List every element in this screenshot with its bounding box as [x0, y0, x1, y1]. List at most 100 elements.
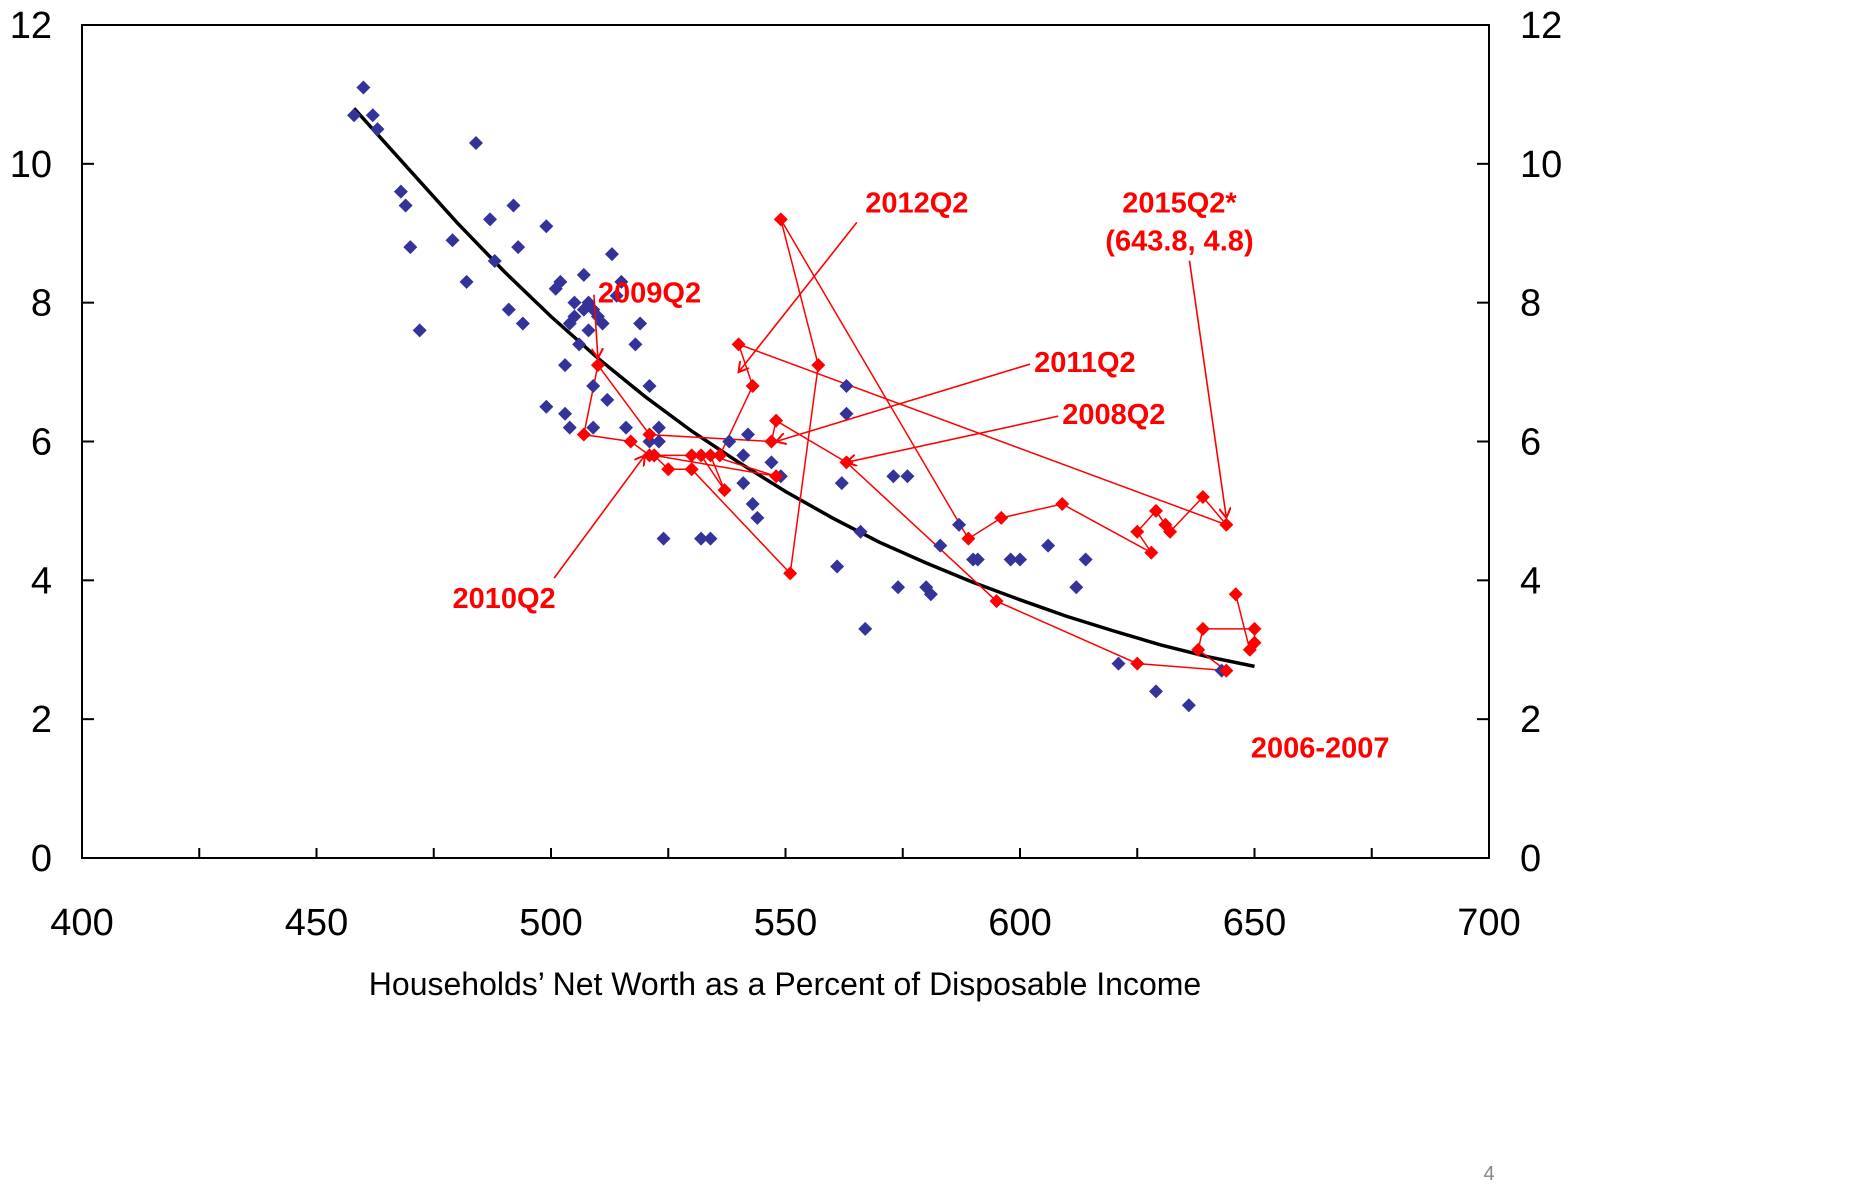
- annotation-label: (643.8, 4.8): [1105, 226, 1253, 258]
- red-data-point: [961, 531, 976, 546]
- y-tick-label-left: 2: [31, 699, 52, 741]
- blue-data-point: [586, 378, 601, 393]
- red-data-point: [1163, 524, 1178, 539]
- blue-data-point: [651, 420, 666, 435]
- red-data-point: [1144, 545, 1159, 560]
- blue-data-point: [501, 302, 516, 317]
- x-tick-label: 650: [1223, 902, 1286, 944]
- blue-data-point: [839, 378, 854, 393]
- y-tick-label-left: 10: [10, 144, 52, 186]
- blue-data-point: [398, 198, 413, 213]
- blue-data-point: [1149, 684, 1164, 699]
- page-number: 4: [1483, 1163, 1494, 1185]
- blue-data-point: [393, 184, 408, 199]
- blue-data-point: [403, 240, 418, 255]
- blue-data-point: [347, 108, 362, 123]
- red-data-point: [1191, 642, 1206, 657]
- blue-data-point: [736, 448, 751, 463]
- blue-data-point: [558, 406, 573, 421]
- blue-data-point: [745, 496, 760, 511]
- blue-data-point: [1013, 552, 1027, 567]
- y-tick-label-right: 4: [1520, 560, 1541, 602]
- blue-data-point: [900, 469, 915, 484]
- y-tick-label-right: 2: [1520, 699, 1541, 741]
- red-data-point: [703, 448, 718, 463]
- recent-points: [576, 212, 1262, 678]
- x-tick-label: 700: [1457, 902, 1520, 944]
- blue-data-point: [703, 531, 718, 546]
- y-tick-label-left: 4: [31, 560, 52, 602]
- blue-data-point: [1041, 538, 1056, 553]
- blue-data-point: [515, 316, 530, 331]
- blue-data-point: [567, 295, 582, 310]
- red-data-point: [576, 427, 591, 442]
- annotation-arrow: [776, 363, 1031, 441]
- blue-data-point: [839, 406, 854, 421]
- red-data-point: [1195, 621, 1210, 636]
- x-tick-label: 450: [285, 902, 348, 944]
- blue-data-point: [586, 420, 601, 435]
- red-data-point: [1247, 621, 1262, 636]
- blue-data-point: [633, 316, 648, 331]
- blue-data-point: [750, 510, 765, 525]
- red-data-point: [647, 448, 662, 463]
- blue-data-point: [506, 198, 521, 213]
- fit-line: [352, 107, 1255, 669]
- annotation-label: 2008Q2: [1062, 399, 1165, 431]
- annotation-arrow: [553, 455, 645, 579]
- blue-data-point: [834, 476, 849, 491]
- blue-data-point: [628, 337, 643, 352]
- blue-data-point: [483, 212, 498, 227]
- annotation-arrow: [846, 415, 1059, 462]
- red-data-point: [684, 448, 699, 463]
- x-tick-label: 550: [754, 902, 817, 944]
- annotation-label: 2009Q2: [598, 278, 701, 310]
- y-tick-label-left: 12: [10, 5, 52, 47]
- red-data-point: [811, 358, 826, 373]
- blue-data-point: [970, 552, 985, 567]
- red-data-point: [989, 594, 1004, 609]
- red-data-point: [712, 448, 727, 463]
- annotation-arrow: [594, 294, 598, 359]
- red-data-point: [731, 337, 746, 352]
- blue-data-point: [553, 274, 568, 289]
- blue-data-point: [923, 587, 938, 602]
- blue-data-point: [764, 455, 779, 470]
- red-data-point: [1055, 496, 1070, 511]
- y-tick-label-right: 0: [1520, 838, 1541, 880]
- red-data-point: [642, 427, 657, 442]
- blue-data-point: [830, 559, 845, 574]
- blue-data-point: [1181, 698, 1196, 713]
- blue-data-point: [572, 337, 587, 352]
- y-tick-label-left: 6: [31, 422, 52, 464]
- annotation-arrow: [739, 221, 858, 372]
- red-data-point: [661, 462, 676, 477]
- blue-data-point: [468, 136, 483, 151]
- blue-data-point: [1078, 552, 1093, 567]
- blue-data-point: [370, 122, 385, 137]
- blue-data-point: [539, 399, 554, 414]
- x-axis-label: Households’ Net Worth as a Percent of Di…: [369, 966, 1201, 1002]
- x-tick-label: 500: [519, 902, 582, 944]
- blue-data-point: [600, 392, 615, 407]
- blue-data-point: [539, 219, 554, 234]
- red-data-point: [717, 483, 732, 498]
- blue-data-point: [722, 434, 737, 449]
- red-data-point: [783, 566, 798, 581]
- y-tick-label-left: 0: [31, 838, 52, 880]
- y-tick-label-left: 8: [31, 283, 52, 325]
- annotation-arrows: [553, 221, 1226, 579]
- annotation-label: 2011Q2: [1034, 347, 1136, 379]
- red-data-point: [773, 212, 788, 227]
- red-data-point: [590, 358, 605, 373]
- blue-data-point: [567, 309, 582, 324]
- annotation-arrow: [1188, 260, 1226, 518]
- blue-data-point: [614, 274, 629, 289]
- red-data-point: [623, 434, 638, 449]
- fit-curve: [352, 107, 1255, 669]
- x-tick-label: 400: [50, 902, 113, 944]
- historical-points: [347, 80, 1229, 713]
- blue-data-point: [609, 288, 624, 303]
- annotation-label: 2010Q2: [452, 583, 555, 615]
- red-data-point: [1247, 635, 1262, 650]
